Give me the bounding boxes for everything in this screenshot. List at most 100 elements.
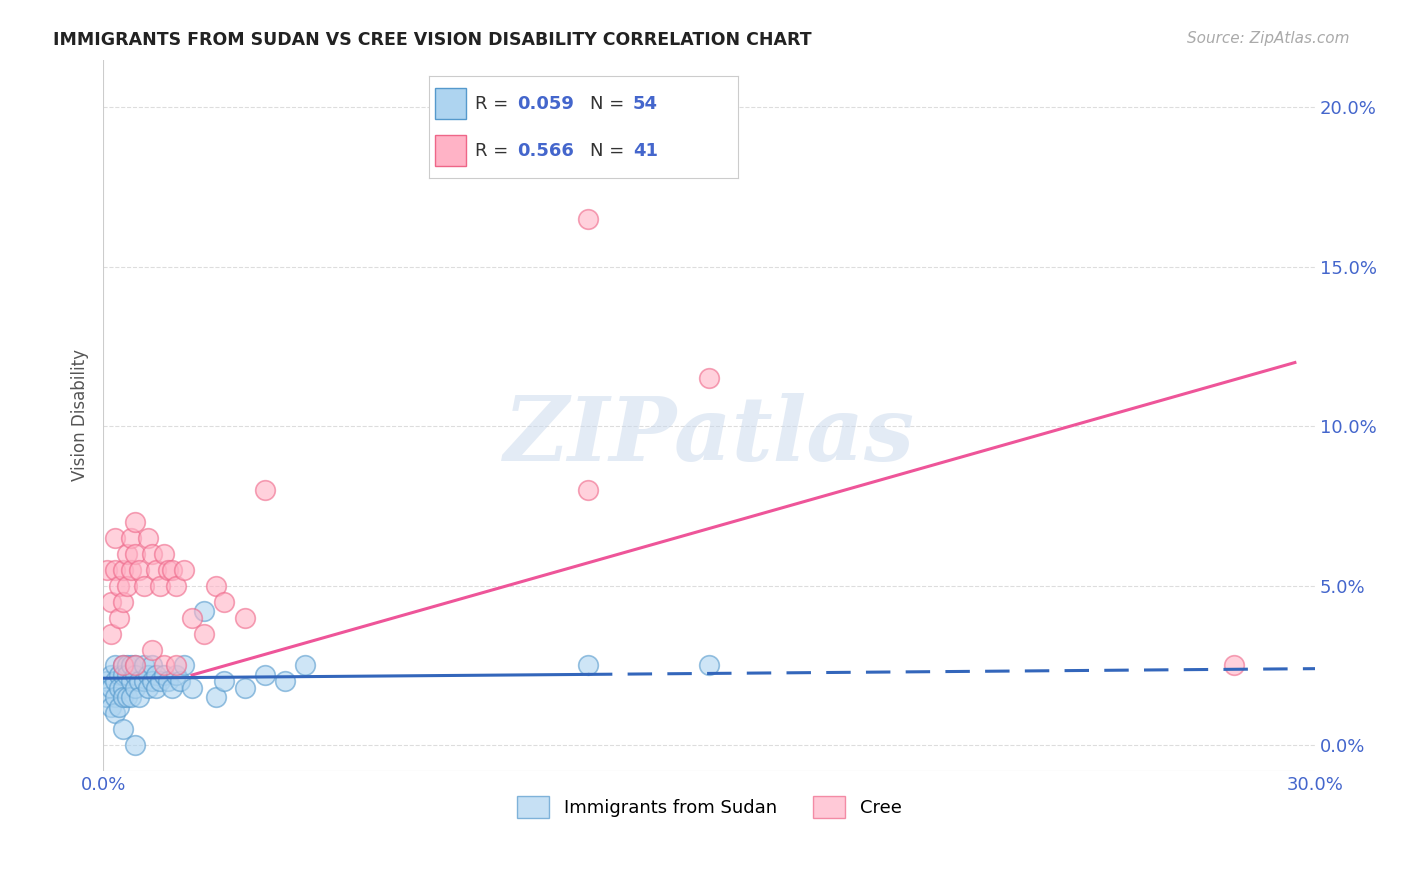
Point xyxy=(152,547,174,561)
Point xyxy=(120,690,142,705)
Point xyxy=(108,579,131,593)
Text: N =: N = xyxy=(589,95,630,112)
Point xyxy=(149,579,172,593)
Point xyxy=(108,668,131,682)
Point xyxy=(132,579,155,593)
Point xyxy=(1223,658,1246,673)
Point xyxy=(112,563,135,577)
Point xyxy=(104,531,127,545)
Point xyxy=(124,668,146,682)
Point xyxy=(141,658,163,673)
Point xyxy=(132,674,155,689)
Point xyxy=(205,579,228,593)
Point xyxy=(128,563,150,577)
Point xyxy=(160,563,183,577)
Text: Source: ZipAtlas.com: Source: ZipAtlas.com xyxy=(1187,31,1350,46)
Point xyxy=(173,658,195,673)
Point xyxy=(205,690,228,705)
Text: 41: 41 xyxy=(633,142,658,160)
Point xyxy=(149,674,172,689)
Point xyxy=(214,595,236,609)
Point xyxy=(152,668,174,682)
Point xyxy=(181,681,204,695)
Point xyxy=(112,658,135,673)
Point xyxy=(96,674,118,689)
Y-axis label: Vision Disability: Vision Disability xyxy=(72,349,89,481)
Point xyxy=(274,674,297,689)
Point xyxy=(136,531,159,545)
Point xyxy=(117,547,139,561)
Point xyxy=(253,668,276,682)
Point xyxy=(697,371,720,385)
Point xyxy=(132,658,155,673)
Point xyxy=(112,681,135,695)
Point xyxy=(100,595,122,609)
Point xyxy=(141,547,163,561)
Point xyxy=(141,674,163,689)
FancyBboxPatch shape xyxy=(434,136,465,166)
Point xyxy=(120,674,142,689)
Point xyxy=(108,610,131,624)
Point xyxy=(100,700,122,714)
Point xyxy=(136,681,159,695)
Text: IMMIGRANTS FROM SUDAN VS CREE VISION DISABILITY CORRELATION CHART: IMMIGRANTS FROM SUDAN VS CREE VISION DIS… xyxy=(53,31,813,49)
Point xyxy=(169,674,191,689)
Text: 0.059: 0.059 xyxy=(517,95,574,112)
Point xyxy=(145,681,167,695)
Point xyxy=(104,674,127,689)
Point xyxy=(117,579,139,593)
Point xyxy=(112,658,135,673)
Point xyxy=(136,668,159,682)
Point xyxy=(108,700,131,714)
Point xyxy=(124,515,146,529)
Point xyxy=(576,658,599,673)
Point xyxy=(117,658,139,673)
Point xyxy=(152,658,174,673)
Point xyxy=(233,610,256,624)
Point xyxy=(576,483,599,497)
Point xyxy=(112,723,135,737)
Point xyxy=(124,547,146,561)
Point xyxy=(193,604,215,618)
Point xyxy=(233,681,256,695)
Point xyxy=(108,681,131,695)
Point xyxy=(120,531,142,545)
Point xyxy=(120,563,142,577)
Point xyxy=(156,674,179,689)
Text: 54: 54 xyxy=(633,95,658,112)
Point xyxy=(124,658,146,673)
Point xyxy=(145,668,167,682)
Point xyxy=(294,658,316,673)
Point xyxy=(117,690,139,705)
Point xyxy=(112,595,135,609)
Text: 0.566: 0.566 xyxy=(517,142,574,160)
Point xyxy=(124,738,146,752)
Point xyxy=(124,658,146,673)
Point xyxy=(160,681,183,695)
Point xyxy=(96,690,118,705)
Point xyxy=(576,212,599,227)
Legend: Immigrants from Sudan, Cree: Immigrants from Sudan, Cree xyxy=(509,789,908,826)
Point xyxy=(173,563,195,577)
Point xyxy=(156,563,179,577)
Point xyxy=(128,690,150,705)
Point xyxy=(193,626,215,640)
FancyBboxPatch shape xyxy=(434,88,465,119)
Point xyxy=(104,690,127,705)
Point xyxy=(697,658,720,673)
Point xyxy=(165,668,187,682)
Text: R =: R = xyxy=(475,142,515,160)
Point xyxy=(141,642,163,657)
Point xyxy=(100,681,122,695)
Point xyxy=(104,563,127,577)
Point xyxy=(124,681,146,695)
Text: R =: R = xyxy=(475,95,515,112)
Point xyxy=(120,658,142,673)
Point xyxy=(100,626,122,640)
Point xyxy=(165,579,187,593)
Point xyxy=(117,668,139,682)
Point xyxy=(165,658,187,673)
Point xyxy=(104,658,127,673)
Point xyxy=(145,563,167,577)
Point xyxy=(104,706,127,721)
